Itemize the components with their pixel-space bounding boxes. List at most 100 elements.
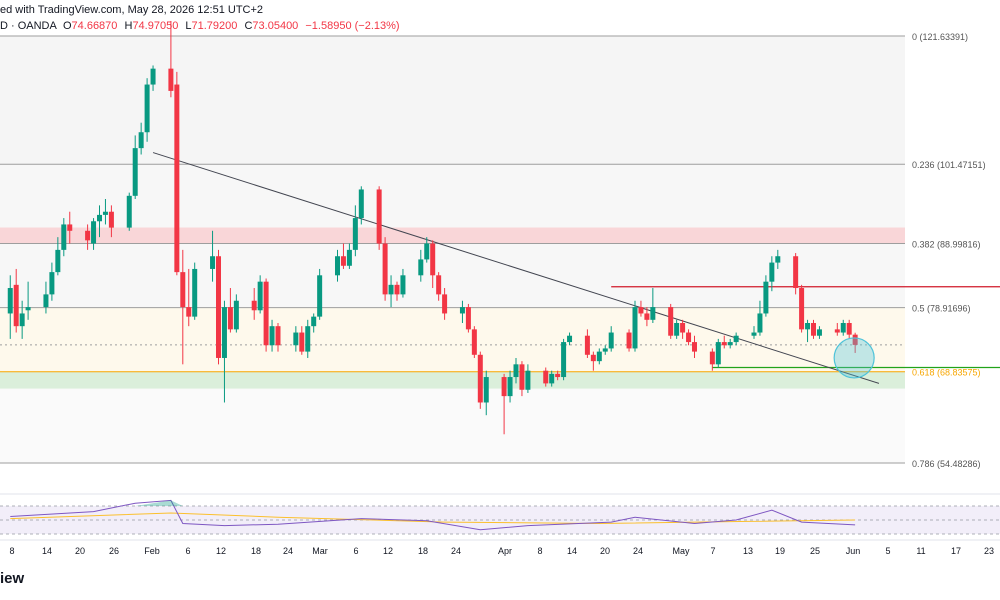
demand-zone [0, 371, 905, 389]
candle-body [126, 195, 132, 228]
candle-body [186, 307, 192, 317]
candle-body [846, 322, 852, 335]
candle-body [400, 275, 406, 295]
candle-body [91, 221, 97, 244]
open-label: O [62, 20, 72, 32]
candle-body [388, 284, 394, 295]
candle-body [525, 370, 531, 390]
candle-body [108, 211, 114, 228]
candle-body [733, 335, 739, 343]
trendline [152, 152, 880, 384]
candle-body [102, 211, 108, 215]
candle-body [67, 224, 73, 231]
candle-body [311, 316, 317, 327]
candle-body [793, 256, 799, 289]
candle-body [25, 307, 31, 311]
brand-logo-text: iew [0, 570, 25, 587]
candle-body [680, 322, 686, 333]
attribution-text: ed with TradingView.com, May 28, 2026 12… [0, 4, 264, 16]
x-tick-label: 5 [885, 546, 890, 556]
fib-band [0, 307, 905, 372]
fib-band [0, 388, 905, 463]
candle-body [263, 281, 269, 346]
x-tick-label: Mar [312, 546, 328, 556]
candle-body [216, 256, 221, 358]
symbol-label: D · OANDA [0, 20, 57, 32]
candle-body [293, 332, 299, 346]
candle-body [519, 364, 525, 390]
x-tick-label: 6 [185, 546, 190, 556]
x-tick-label: 18 [418, 546, 428, 556]
candle-body [834, 329, 840, 333]
fib-level-label: 0.786 (54.48286) [912, 459, 981, 469]
candle-body [715, 342, 721, 365]
candle-body [650, 307, 656, 320]
rsi-line [10, 499, 856, 531]
x-tick-label: 24 [283, 546, 293, 556]
candle-body [85, 230, 91, 241]
x-tick-label: 13 [743, 546, 753, 556]
open-value: 74.66870 [71, 20, 118, 32]
highlight-circle [833, 337, 875, 379]
fib-level-label: 0.236 (101.47151) [912, 160, 986, 170]
candle-body [346, 249, 352, 266]
candle-body [686, 332, 692, 343]
chart-attribution: ed with TradingView.com, May 28, 2026 12… [0, 4, 263, 16]
candle-body [507, 377, 513, 397]
candle-body [727, 342, 733, 346]
close-label: C [244, 20, 253, 32]
fib-level-label: 0.382 (88.99816) [912, 240, 981, 250]
x-tick-label: Jun [846, 546, 861, 556]
candle-body [769, 262, 775, 282]
candle-body [477, 354, 483, 403]
candle-body [132, 148, 138, 196]
candle-body [638, 307, 644, 314]
fib-level-label: 0 (121.63391) [912, 32, 968, 42]
candle-body [751, 332, 757, 336]
high-value: 74.97050 [132, 20, 179, 32]
candle-body [352, 218, 358, 250]
candle-body [644, 313, 650, 320]
candle-body [424, 243, 430, 260]
candle-body [442, 294, 448, 314]
candle-body [692, 342, 697, 352]
candle-body [299, 332, 305, 352]
candle-body [251, 300, 257, 311]
candle-body [465, 307, 471, 330]
candle-body [799, 288, 805, 330]
fib-level-label: 0.5 (78.91696) [912, 304, 971, 314]
x-tick-label: 23 [984, 546, 994, 556]
x-tick-label: May [672, 546, 690, 556]
x-tick-label: Apr [498, 546, 512, 556]
x-tick-label: 20 [600, 546, 610, 556]
candle-body [668, 307, 674, 336]
candle-body [840, 322, 846, 333]
candle-body [674, 322, 680, 336]
candle-body [257, 281, 263, 311]
ohlc-legend: D · OANDA O74.66870 H74.97050 L71.79200 … [0, 20, 404, 32]
change-value: −1.58950 (−2.13%) [305, 20, 400, 32]
x-tick-label: 12 [216, 546, 226, 556]
high-label: H [124, 20, 133, 32]
candle-body [471, 329, 477, 355]
candle-body [7, 288, 13, 314]
fib-level-label: 0.618 (68.83575) [912, 368, 981, 378]
candle-body [816, 329, 822, 336]
candle-body [608, 332, 614, 349]
close-value: 73.05400 [252, 20, 299, 32]
candle-body [358, 189, 364, 219]
candle-body [602, 348, 608, 352]
candle-body [430, 243, 436, 276]
candle-body [501, 377, 507, 397]
candle-body [55, 249, 61, 273]
candle-body [49, 272, 55, 295]
candle-body [340, 256, 346, 266]
x-tick-label: 7 [710, 546, 715, 556]
candle-body [138, 132, 144, 149]
low-label: L [185, 20, 192, 32]
candle-body [596, 351, 602, 362]
candle-body [335, 256, 340, 276]
candle-body [459, 307, 465, 314]
candle-body [317, 275, 323, 317]
